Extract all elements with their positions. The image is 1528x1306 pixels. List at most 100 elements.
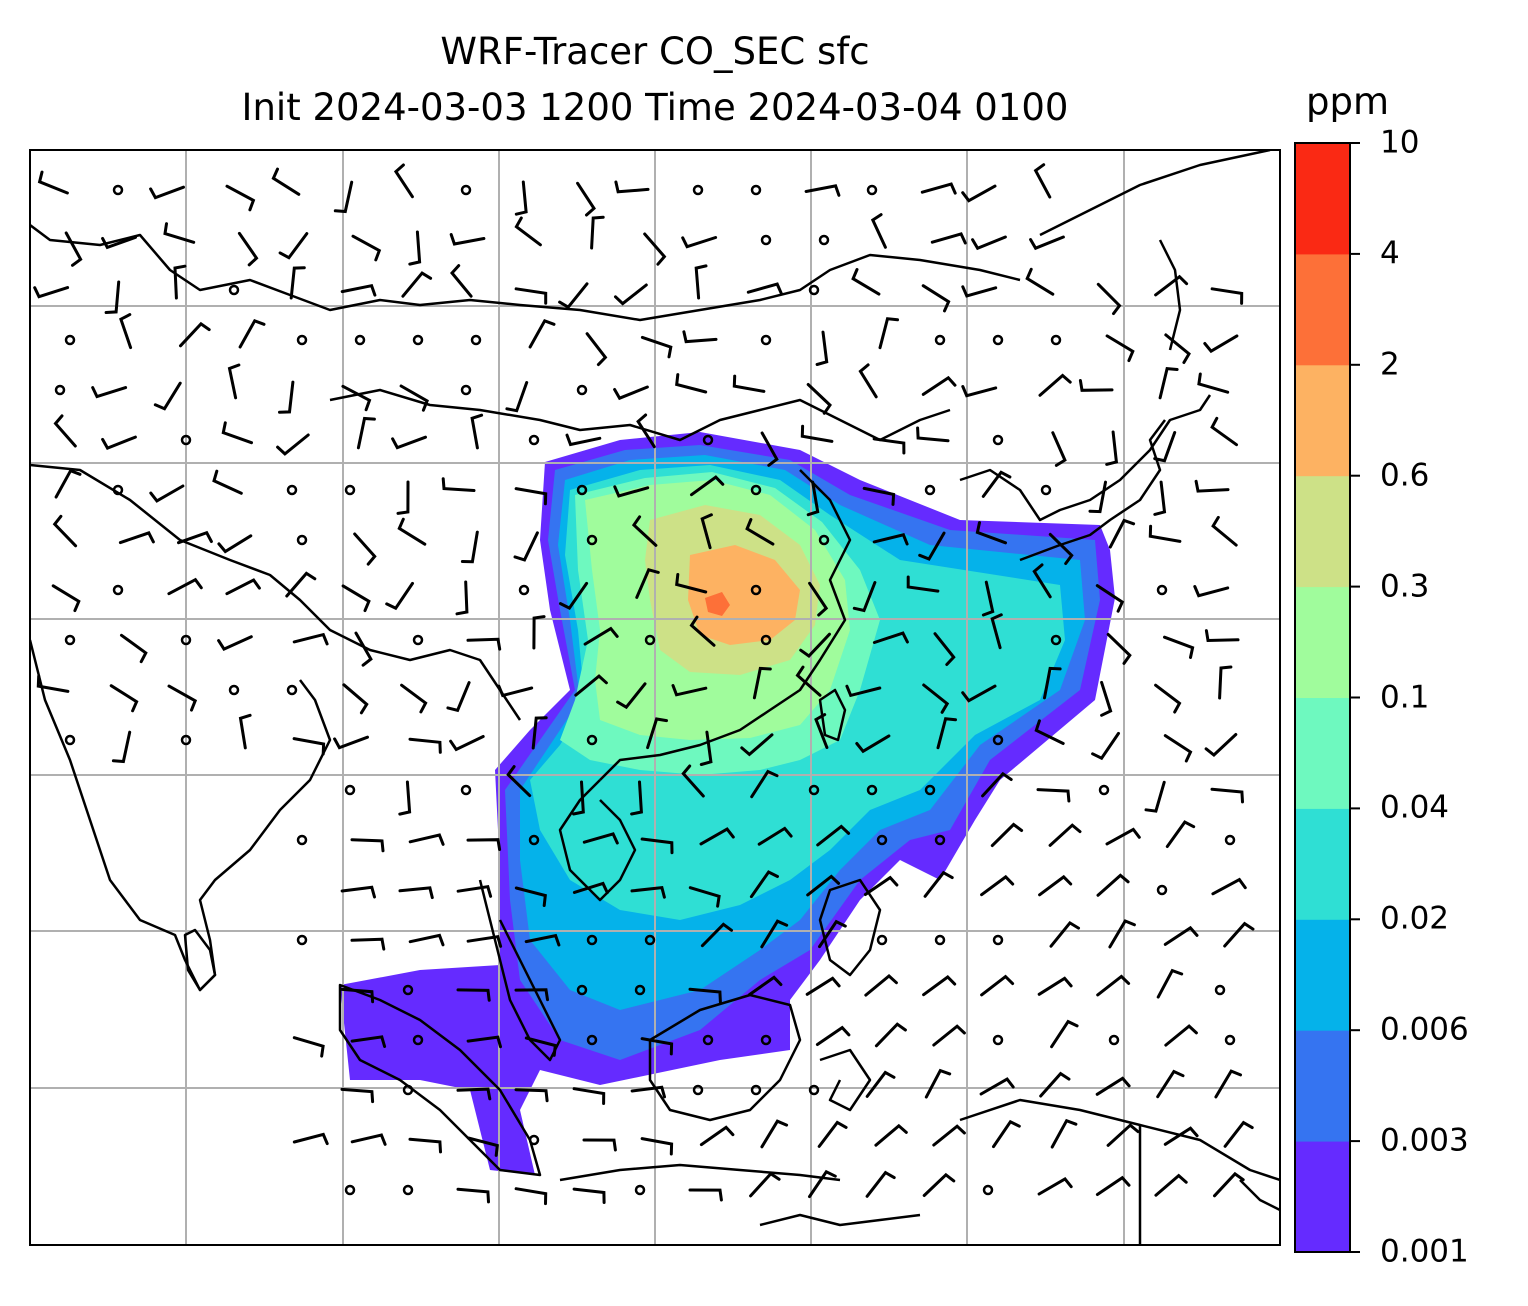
wind-barb <box>1163 734 1193 763</box>
wind-barb <box>920 182 957 195</box>
wind-barb <box>350 937 386 951</box>
wind-barb <box>217 534 253 554</box>
coastlines-and-borders <box>30 150 1280 1245</box>
wind-barb <box>740 733 774 757</box>
calm-wind-marker <box>112 484 124 496</box>
japan-islands <box>1019 419 1166 562</box>
calm-wind-marker <box>750 184 762 196</box>
wind-barb <box>1033 163 1052 199</box>
wind-barb <box>350 1133 387 1146</box>
wind-barb <box>53 414 77 448</box>
wind-barb <box>746 282 783 295</box>
wind-barb <box>109 684 139 713</box>
wind-barb <box>333 735 369 750</box>
wind-barb <box>1034 719 1065 745</box>
wind-barb <box>1095 1076 1131 1096</box>
wind-barb <box>572 881 609 895</box>
wind-barb <box>699 827 735 846</box>
wind-barb <box>212 469 243 495</box>
sri-lanka <box>183 928 217 992</box>
wind-barb <box>1095 584 1125 613</box>
calm-wind-marker <box>576 984 588 996</box>
map-subtitle: Init 2024-03-03 1200 Time 2024-03-04 010… <box>241 86 1069 129</box>
wind-barb <box>681 236 718 249</box>
wind-barb <box>1223 921 1255 948</box>
wind-barb <box>572 780 585 816</box>
wind-barb <box>630 780 643 816</box>
calm-wind-marker <box>1224 1034 1236 1046</box>
colorbar-band-3 <box>1295 808 1350 920</box>
wind-barb <box>401 271 433 298</box>
calm-wind-marker <box>460 784 472 796</box>
wind-barb <box>1050 1019 1079 1049</box>
wind-barb <box>817 1120 848 1148</box>
calm-wind-marker <box>934 934 946 946</box>
wind-barb <box>979 1077 1015 1096</box>
calm-wind-marker <box>286 684 298 696</box>
wind-barb <box>1154 683 1182 714</box>
calm-wind-marker <box>992 934 1004 946</box>
wind-barb <box>400 683 428 714</box>
calm-wind-marker <box>296 934 308 946</box>
calm-wind-marker <box>692 1084 704 1096</box>
north-coast <box>1039 150 1271 237</box>
wind-barb <box>524 933 561 947</box>
wind-barb <box>688 987 722 1004</box>
wind-barb <box>340 1087 375 1104</box>
wind-barb <box>1096 974 1131 997</box>
wind-barb <box>341 584 371 613</box>
wind-barb <box>806 383 832 415</box>
wind-barb <box>1108 518 1136 549</box>
wind-barb <box>524 1036 557 1057</box>
wind-barb <box>1194 479 1230 493</box>
wind-barb <box>1210 416 1238 447</box>
wind-barb <box>470 413 484 450</box>
wind-barb <box>353 532 377 566</box>
colorbar-band-7 <box>1295 364 1350 477</box>
wind-barb <box>981 771 1013 798</box>
calm-wind-marker <box>934 834 946 846</box>
wind-barb <box>921 284 951 313</box>
wind-barb <box>640 837 674 855</box>
wind-barb <box>1163 925 1199 946</box>
wind-barb <box>354 631 373 667</box>
wind-barb <box>1218 665 1233 700</box>
wind-barb <box>514 988 549 1002</box>
calm-wind-marker <box>934 334 946 346</box>
wind-barb <box>104 280 121 314</box>
wind-barb <box>613 485 650 498</box>
calm-wind-marker <box>402 984 414 996</box>
wind-barb <box>237 231 259 267</box>
wind-barb <box>572 1087 606 1105</box>
wind-barb <box>1106 632 1132 665</box>
wind-barb <box>1164 333 1191 364</box>
wind-barb <box>398 886 434 900</box>
calm-wind-marker <box>634 1184 646 1196</box>
calm-wind-marker <box>1108 1034 1120 1046</box>
java <box>559 1163 841 1182</box>
calm-wind-marker <box>412 334 424 346</box>
wind-barb <box>276 433 310 456</box>
wind-barb <box>466 838 502 851</box>
wind-barb <box>990 613 1003 650</box>
calm-wind-marker <box>518 584 530 596</box>
wind-barb <box>863 875 899 896</box>
calm-wind-marker <box>808 1084 820 1096</box>
wind-barb <box>466 1136 499 1157</box>
wind-barb <box>153 381 182 411</box>
wind-barb <box>1051 431 1067 467</box>
wind-barb <box>111 730 132 764</box>
wind-barb <box>874 1123 908 1147</box>
calm-wind-marker <box>576 384 588 396</box>
wind-barb <box>1025 267 1055 296</box>
wind-barb <box>167 577 203 596</box>
wind-barb <box>932 1024 966 1047</box>
wind-barb <box>858 363 878 399</box>
calm-wind-marker <box>866 184 878 196</box>
calm-wind-marker <box>982 1184 994 1196</box>
wind-barb <box>971 235 1007 251</box>
wind-barb <box>874 1022 907 1048</box>
wind-barb <box>450 264 473 298</box>
wind-barb <box>636 413 656 449</box>
wind-barb <box>1153 480 1167 516</box>
